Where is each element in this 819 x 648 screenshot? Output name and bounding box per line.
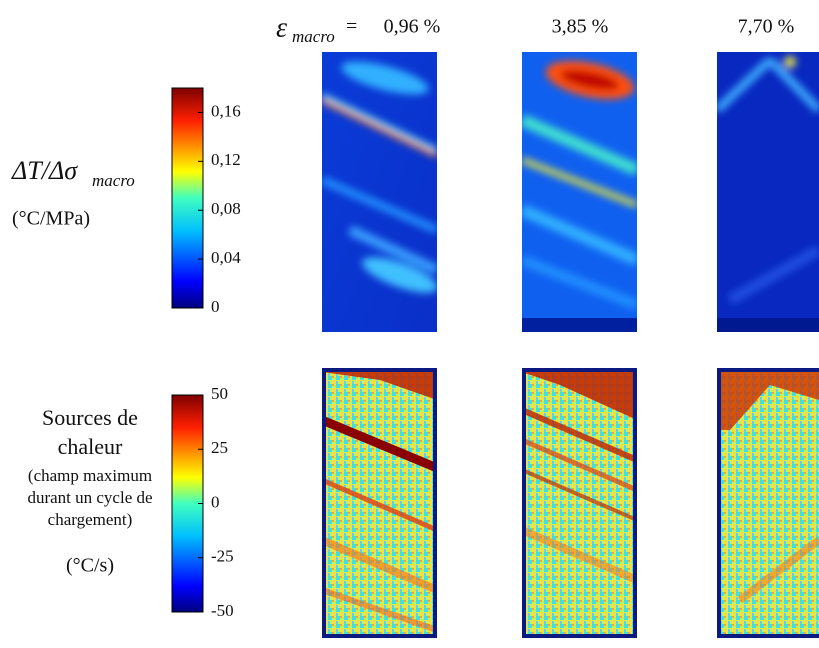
heatmap (522, 52, 637, 332)
row-label-line: (champ maximum (28, 466, 152, 485)
column-header: 3,85 % (552, 16, 609, 38)
heatmap (322, 368, 437, 638)
colorbar-tick-label: -25 (211, 547, 234, 566)
colorbar (171, 87, 204, 309)
row-label-line: Sources de (42, 405, 138, 430)
colorbar-tick-label: 0,12 (211, 150, 241, 169)
colorbar-tick-label: 25 (211, 438, 228, 457)
colorbar-tick-label: 0 (211, 297, 220, 316)
colorbar-tick-label: 0,08 (211, 199, 241, 218)
equals: = (346, 16, 357, 38)
row-unit: (°C/MPa) (12, 208, 90, 230)
row-label-line: chaleur (58, 434, 123, 459)
heatmap (717, 368, 819, 638)
epsilon-subscript: macro (292, 27, 335, 46)
row-label: ΔT/Δσ (11, 156, 78, 185)
row-label-subscript: macro (92, 171, 135, 190)
row-label-line: chargement) (48, 510, 133, 529)
row-unit: (°C/s) (66, 555, 114, 577)
colorbar-tick-label: 0,04 (211, 248, 241, 267)
heatmap (522, 368, 637, 638)
colorbar-tick-label: 0 (211, 492, 220, 511)
colorbar-tick-label: 50 (211, 384, 228, 403)
heatmap (717, 52, 819, 332)
colorbar-tick-label: 0,16 (211, 101, 241, 120)
column-header: 0,96 % (384, 16, 441, 38)
heatmap (322, 52, 437, 332)
epsilon-symbol: ε (276, 12, 287, 43)
column-header: 7,70 % (738, 16, 795, 38)
colorbar (171, 394, 204, 613)
colorbar-tick-label: -50 (211, 601, 234, 620)
row-label-line: durant un cycle de (27, 488, 152, 507)
